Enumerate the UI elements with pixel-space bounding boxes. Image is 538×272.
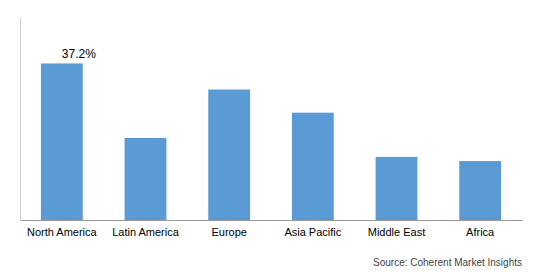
x-tick: Latin America [112, 226, 180, 238]
x-axis-line [21, 220, 523, 221]
x-tick-label: Africa [466, 226, 495, 238]
x-tick: Middle East [368, 226, 425, 238]
bar [208, 90, 250, 220]
source: Source: Coherent Market Insights [373, 257, 522, 268]
x-tick: North America [27, 226, 98, 238]
bar [41, 63, 83, 220]
x-tick-label: Middle East [368, 226, 425, 238]
y-axis-line [20, 19, 21, 221]
x-tick-label: Asia Pacific [284, 226, 341, 238]
x-tick: Asia Pacific [284, 226, 341, 238]
bars [41, 63, 501, 220]
x-axis: North America Latin America Europe Asia Pac… [21, 221, 523, 238]
x-tick: Europe [211, 226, 246, 238]
annotation: 37.2% [62, 47, 96, 61]
x-tick-label: North America [27, 226, 98, 238]
y-axis [20, 19, 21, 221]
x-tick-label: Latin America [112, 226, 180, 238]
chart: North America Latin America Europe Asia Pac… [0, 0, 538, 272]
bar [459, 161, 501, 220]
bar [292, 113, 334, 220]
bar [376, 157, 418, 220]
x-tick: Africa [466, 226, 495, 238]
bar [125, 138, 167, 220]
x-tick-label: Europe [211, 226, 246, 238]
